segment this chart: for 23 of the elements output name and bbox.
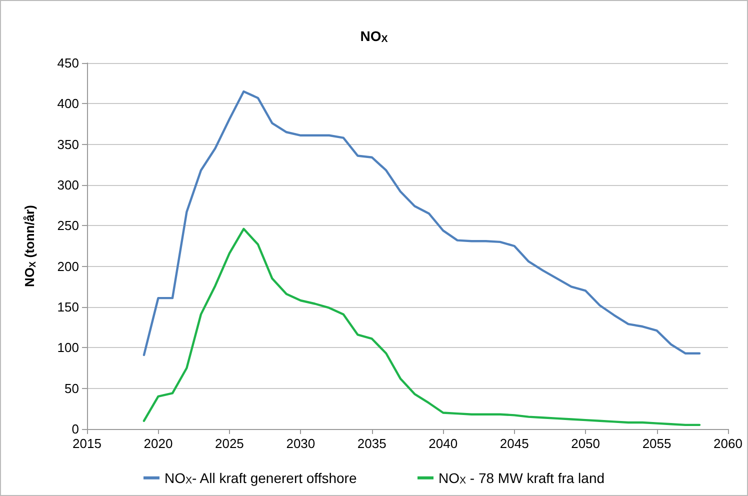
x-tick-label: 2025: [214, 436, 244, 451]
y-axis-title: NOX (tonn/år): [22, 205, 38, 287]
y-tick-label: 0: [72, 422, 79, 436]
x-tick-label: 2060: [714, 436, 742, 451]
y-tick-label: 450: [57, 56, 79, 70]
y-tick-label: 150: [57, 300, 79, 314]
x-tick-label: 2035: [357, 436, 386, 451]
x-tick-label: 2020: [144, 436, 173, 451]
line-series: [142, 228, 701, 426]
line-series: [142, 90, 701, 356]
y-tick-label: 250: [57, 218, 79, 234]
x-tick-label: 2050: [571, 436, 600, 451]
y-tick-label: 400: [57, 96, 79, 112]
y-tick-label: 350: [57, 136, 79, 152]
x-tick-label: 2055: [642, 436, 672, 451]
y-tick-label: 300: [57, 178, 79, 192]
x-tick-label: 2040: [428, 436, 458, 451]
x-tick-label: 2015: [72, 436, 102, 451]
x-tick-label: 2030: [286, 436, 316, 451]
y-tick-label: 200: [57, 258, 79, 274]
x-tick-label: 2045: [500, 436, 529, 451]
y-tick-label: 50: [64, 380, 79, 396]
y-tick-label: 100: [57, 340, 79, 356]
